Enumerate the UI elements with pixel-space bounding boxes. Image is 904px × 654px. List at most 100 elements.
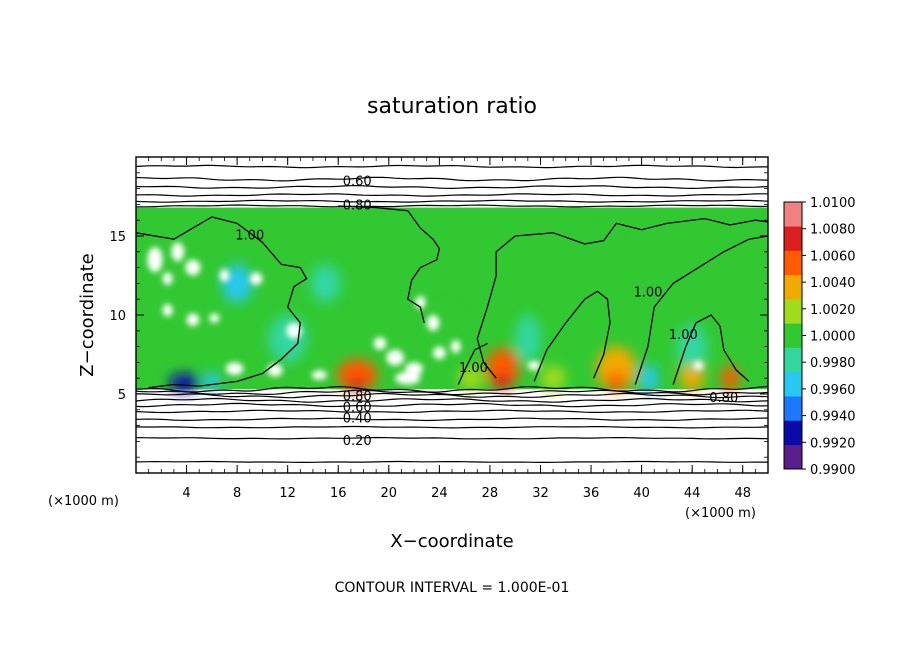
colorbar-tick-label: 0.9940: [810, 410, 856, 425]
subsaturated-patch: [395, 371, 421, 385]
colorbar-tick-label: 1.0040: [810, 276, 856, 291]
contour-line: [136, 199, 768, 203]
field-anomaly: [458, 367, 484, 390]
field-anomalies: [168, 228, 739, 393]
subsaturated-patch: [267, 363, 283, 377]
subsaturated-patch: [373, 337, 387, 350]
contour-line: [136, 436, 768, 440]
subsaturated-patch: [219, 269, 230, 282]
contour-label: 0.40: [343, 412, 372, 427]
contour-line: [136, 425, 768, 429]
contour-line: [136, 385, 768, 393]
field-anomaly: [493, 373, 512, 390]
subsaturated-patches: [147, 242, 704, 385]
contour-line: [136, 164, 768, 169]
x-tick-label: 36: [583, 486, 600, 501]
contour-line: [136, 409, 768, 414]
field-anomaly: [268, 315, 307, 363]
contour-label: 0.80: [343, 198, 372, 213]
field-anomaly: [540, 365, 566, 391]
colorbar-swatch: [784, 371, 802, 397]
subsaturated-patch: [433, 346, 446, 360]
contour-line: [136, 460, 768, 463]
field-anomaly: [676, 324, 708, 369]
contour-line-1-00: [457, 342, 488, 385]
x-axis-label: X−coordinate: [390, 531, 513, 552]
colorbar-tick-label: 1.0080: [810, 223, 856, 238]
field-anomaly: [430, 303, 461, 342]
y-axis-label: Z−coordinate: [77, 253, 98, 376]
contour-line-1-00: [476, 217, 768, 379]
field-anomaly: [310, 264, 341, 303]
contour-interval-note: CONTOUR INTERVAL = 1.000E-01: [335, 580, 570, 596]
y-tick-label: 5: [118, 388, 126, 403]
contour-line-1-00: [533, 290, 611, 382]
subsaturated-patch: [450, 340, 461, 353]
y-tick-label: 10: [109, 309, 126, 324]
contour-line-1-00: [672, 314, 750, 385]
x-tick-label: 44: [684, 486, 701, 501]
contour-line: [136, 389, 768, 396]
colorbar-tick-label: 0.9920: [810, 436, 856, 451]
colorbar-tick-label: 1.0060: [810, 249, 856, 264]
subsaturated-patch: [186, 313, 200, 327]
subsaturated-patch: [249, 272, 263, 285]
subsaturated-patch: [162, 272, 173, 285]
colorbar-tick-label: 1.0020: [810, 303, 856, 318]
contour-line-1-00: [634, 235, 768, 385]
colorbar-tick-label: 0.9960: [810, 383, 856, 398]
colorbar-swatch: [784, 396, 802, 421]
contour-line: [136, 176, 768, 182]
subsaturated-patch: [386, 349, 404, 366]
y-axis-unit: (×1000 m): [48, 494, 119, 509]
subsaturated-patch: [286, 322, 302, 339]
colorbar: 0.9900 0.9920 0.9940 0.9960 0.9980 1.0000 1.00…: [783, 196, 856, 478]
contour-line-1-00: [136, 216, 308, 389]
x-tick-label: 32: [532, 486, 549, 501]
y-axis-ticks: 5 10 15: [109, 156, 768, 474]
x-tick-label: 12: [279, 486, 296, 501]
colorbar-swatch: [784, 347, 802, 373]
subsaturated-patch: [225, 362, 244, 376]
colorbar-tick-label: 0.9900: [810, 463, 856, 478]
field-anomaly: [515, 315, 541, 363]
x-tick-label: 20: [381, 486, 398, 501]
contour-line-1-00: [338, 205, 441, 324]
subsaturated-patch: [311, 370, 327, 380]
x-axis-ticks: 4 8 12 16 20 24 28 32 36 40 44 48: [135, 157, 769, 501]
subsaturated-patch: [693, 360, 704, 371]
field-anomaly: [572, 228, 623, 292]
colorbar-swatch: [784, 274, 802, 300]
contour-line: [136, 402, 768, 408]
contour-line: [136, 193, 768, 197]
contour-labels: 0.600.801.001.001.001.000.800.600.400.20…: [235, 175, 738, 449]
field-anomaly: [201, 373, 222, 390]
field-anomaly: [336, 359, 378, 391]
subsaturated-patch: [426, 315, 440, 331]
y-tick-label: 15: [109, 230, 126, 245]
contour-label: 0.80: [709, 391, 738, 406]
contour-line: [136, 397, 768, 403]
subsaturated-patch: [162, 303, 173, 317]
contour-line: [136, 184, 768, 190]
colorbar-swatch: [784, 299, 802, 324]
x-tick-label: 16: [330, 486, 347, 501]
x-tick-label: 24: [431, 486, 448, 501]
colorbar-swatch: [784, 226, 802, 251]
chart-title: saturation ratio: [367, 94, 537, 119]
x-tick-label: 48: [734, 486, 751, 501]
contour-line: [136, 417, 768, 422]
field-anomaly: [721, 365, 739, 391]
subsaturated-patch: [405, 362, 423, 376]
field-anomaly: [596, 346, 637, 391]
contour-label: 1.00: [235, 228, 264, 243]
subsaturated-patch: [185, 259, 201, 276]
subsaturated-patch: [209, 313, 220, 323]
subsaturated-patch: [171, 242, 185, 262]
field-anomaly: [221, 264, 253, 303]
contour-label: 1.00: [633, 285, 662, 300]
x-axis-unit: (×1000 m): [685, 506, 756, 521]
subsaturated-patch: [147, 247, 163, 273]
x-tick-label: 4: [182, 486, 190, 501]
